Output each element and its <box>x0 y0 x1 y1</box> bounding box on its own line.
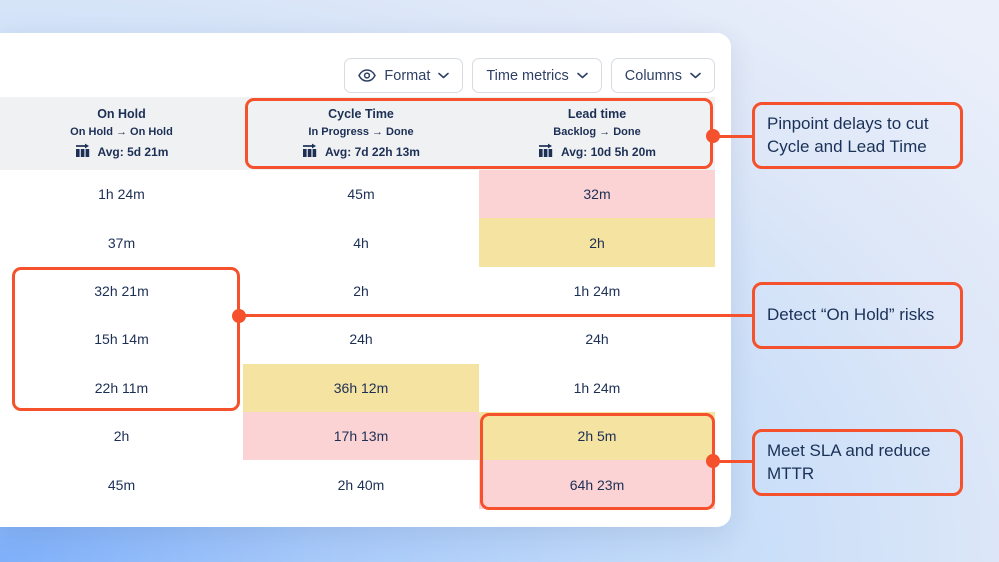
table-cell: 45m <box>107 476 136 493</box>
table-cell: 17h 13m <box>243 411 479 461</box>
column-average: Avg: 5d 21m <box>97 144 169 159</box>
bar-chart-trend-icon <box>302 143 319 160</box>
column-header-cycle-time: Cycle Time In Progress → Done Avg: 7d 22… <box>243 97 479 170</box>
column-title: Cycle Time <box>328 107 394 121</box>
table-cell: 15h 14m <box>94 331 149 348</box>
table-body: 1h 24m 45m 32m 37m 4h 2h 32h 21m 2h 1h 24m 15h 14… <box>0 170 715 509</box>
table-cell: 4h <box>353 234 369 251</box>
callout-text: Pinpoint delays to cut Cycle and Lead Ti… <box>767 114 929 156</box>
table-cell: 1h 24m <box>98 186 145 203</box>
callout-meet-sla: Meet SLA and reduce MTTR <box>752 429 963 496</box>
chevron-down-icon <box>690 72 701 79</box>
connector-dot <box>232 309 246 323</box>
column-average: Avg: 10d 5h 20m <box>561 144 656 159</box>
eye-icon <box>358 69 377 82</box>
table-cell: 22h 11m <box>94 379 149 396</box>
callout-pinpoint-delays: Pinpoint delays to cut Cycle and Lead Ti… <box>752 102 963 169</box>
callout-text: Meet SLA and reduce MTTR <box>767 441 931 483</box>
column-transition: Backlog → Done <box>553 126 641 138</box>
table-row: 22h 11m 36h 12m 1h 24m <box>0 363 715 412</box>
column-title: Lead time <box>567 107 627 121</box>
table-row: 1h 24m 45m 32m <box>0 170 715 219</box>
columns-button[interactable]: Columns <box>610 58 715 93</box>
table-header: On Hold On Hold → On Hold Avg: 5d 21m Cy… <box>0 97 715 170</box>
column-transition: On Hold → On Hold <box>70 126 173 138</box>
time-metrics-button-label: Time metrics <box>486 67 569 84</box>
connector-line <box>239 314 752 317</box>
table-cell: 1h 24m <box>573 282 621 299</box>
column-average: Avg: 7d 22h 13m <box>325 144 420 159</box>
time-metrics-button[interactable]: Time metrics <box>472 58 602 93</box>
connector-line <box>712 135 752 138</box>
column-header-lead-time: Lead time Backlog → Done Avg: 10d 5h 20m <box>479 97 715 170</box>
connector-line <box>713 460 752 463</box>
table-cell: 32m <box>479 170 715 219</box>
table-cell: 1h 24m <box>573 379 621 396</box>
callout-on-hold-risks: Detect “On Hold” risks <box>752 282 963 349</box>
toolbar: Format Time metrics Columns <box>0 58 715 93</box>
callout-text: Detect “On Hold” risks <box>767 305 935 325</box>
format-button[interactable]: Format <box>344 58 464 93</box>
format-button-label: Format <box>384 67 431 84</box>
table-row: 15h 14m 24h 24h <box>0 315 715 363</box>
bar-chart-trend-icon <box>75 143 92 160</box>
column-title: On Hold <box>97 107 146 121</box>
table-cell: 2h <box>353 282 369 299</box>
table-row: 37m 4h 2h <box>0 218 715 267</box>
table-cell: 24h <box>585 331 609 348</box>
chevron-down-icon <box>576 72 588 79</box>
bar-chart-trend-icon <box>538 143 555 160</box>
connector-dot <box>706 129 720 143</box>
table-cell: 45m <box>347 186 375 203</box>
table-cell: 36h 12m <box>243 363 479 412</box>
table-cell: 2h <box>113 428 130 445</box>
table-cell: 2h 5m <box>479 411 715 461</box>
connector-dot <box>706 454 720 468</box>
column-header-on-hold: On Hold On Hold → On Hold Avg: 5d 21m <box>0 97 243 170</box>
table-cell: 37m <box>107 234 136 251</box>
columns-button-label: Columns <box>624 67 682 84</box>
table-row: 32h 21m 2h 1h 24m <box>0 267 715 315</box>
table-cell: 24h <box>349 331 373 348</box>
table-cell: 2h 40m <box>337 476 385 493</box>
chevron-down-icon <box>438 72 450 79</box>
table-row: 45m 2h 40m 64h 23m <box>0 460 715 509</box>
table-cell: 32h 21m <box>94 282 149 299</box>
column-transition: In Progress → Done <box>308 126 414 138</box>
table-cell: 2h <box>479 218 715 267</box>
table-row: 2h 17h 13m 2h 5m <box>0 411 715 461</box>
table-cell: 64h 23m <box>479 460 715 509</box>
